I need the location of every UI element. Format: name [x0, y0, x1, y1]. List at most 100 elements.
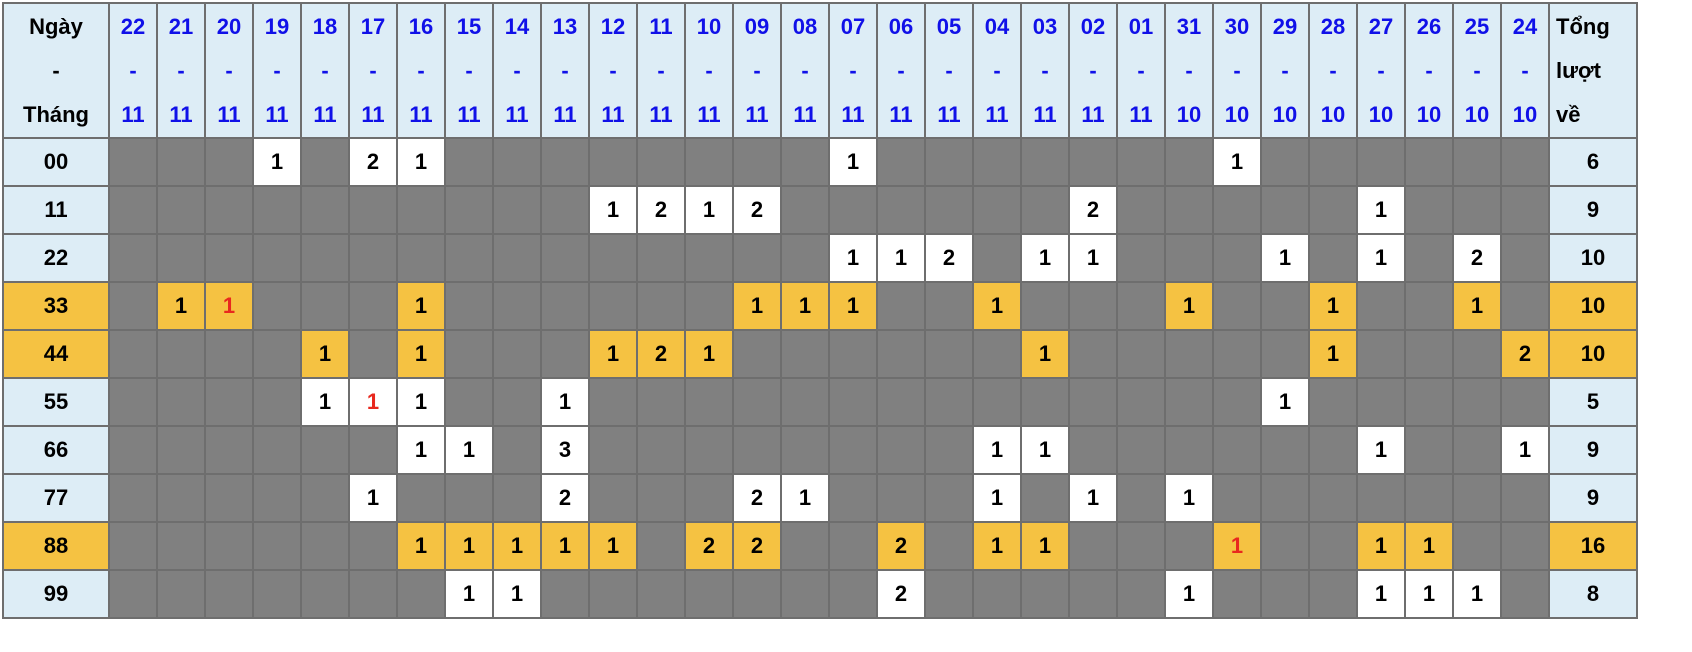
- empty-cell: [684, 377, 734, 427]
- empty-cell: [876, 137, 926, 187]
- row-number-label: 22: [2, 233, 110, 283]
- hit-count-cell: 1: [1164, 281, 1214, 331]
- header-date: 10 - 11: [684, 2, 734, 139]
- empty-cell: [204, 521, 254, 571]
- date-month: 11: [1081, 101, 1105, 127]
- empty-cell: [108, 233, 158, 283]
- header-date: 11 - 11: [636, 2, 686, 139]
- empty-cell: [1116, 233, 1166, 283]
- hit-count-cell: 1: [540, 521, 590, 571]
- frequency-table: Ngày - Tháng 22-11 21-11 20-11 19-11 18-11 17-11…: [2, 2, 1638, 619]
- header-date: 19 - 11: [252, 2, 302, 139]
- date-day: 26: [1416, 13, 1442, 39]
- header-date: 12 - 11: [588, 2, 638, 139]
- empty-cell: [1212, 233, 1262, 283]
- empty-cell: [204, 329, 254, 379]
- empty-cell: [876, 377, 926, 427]
- empty-cell: [492, 281, 542, 331]
- hit-count-cell: 1: [396, 521, 446, 571]
- empty-cell: [108, 329, 158, 379]
- date-separator: -: [465, 57, 473, 83]
- date-day: 31: [1176, 13, 1202, 39]
- empty-cell: [204, 569, 254, 619]
- empty-cell: [1116, 473, 1166, 523]
- empty-cell: [1020, 377, 1070, 427]
- empty-cell: [1452, 473, 1502, 523]
- header-total-label: Tổng lượt về: [1548, 2, 1638, 139]
- empty-cell: [972, 329, 1022, 379]
- date-separator: -: [1521, 57, 1529, 83]
- empty-cell: [1308, 377, 1358, 427]
- empty-cell: [108, 569, 158, 619]
- empty-cell: [636, 473, 686, 523]
- header-row: Ngày - Tháng 22-11 21-11 20-11 19-11 18-11 17-11…: [2, 2, 1638, 139]
- empty-cell: [636, 377, 686, 427]
- empty-cell: [108, 473, 158, 523]
- empty-cell: [1404, 185, 1454, 235]
- empty-cell: [108, 377, 158, 427]
- hit-count-cell: 1: [540, 377, 590, 427]
- header-date: 28 - 10: [1308, 2, 1358, 139]
- empty-cell: [1260, 521, 1310, 571]
- header-date: 01 - 11: [1116, 2, 1166, 139]
- empty-cell: [1260, 473, 1310, 523]
- empty-cell: [636, 281, 686, 331]
- empty-cell: [924, 473, 974, 523]
- header-line: Ngày: [29, 13, 83, 39]
- empty-cell: [1068, 137, 1118, 187]
- date-separator: -: [609, 57, 617, 83]
- header-date: 25 - 10: [1452, 2, 1502, 139]
- empty-cell: [828, 569, 878, 619]
- date-day: 28: [1320, 13, 1346, 39]
- empty-cell: [204, 425, 254, 475]
- empty-cell: [156, 425, 206, 475]
- hit-count-cell: 1: [1212, 521, 1262, 571]
- hit-count-cell: 1: [684, 329, 734, 379]
- row-number-label: 33: [2, 281, 110, 331]
- hit-count-cell: 1: [828, 137, 878, 187]
- empty-cell: [1260, 329, 1310, 379]
- empty-cell: [1308, 137, 1358, 187]
- empty-cell: [204, 137, 254, 187]
- date-separator: -: [1041, 57, 1049, 83]
- hit-count-cell: 1: [972, 521, 1022, 571]
- empty-cell: [732, 569, 782, 619]
- hit-count-cell: 1: [1452, 569, 1502, 619]
- empty-cell: [1020, 473, 1070, 523]
- hit-count-cell: 1: [972, 425, 1022, 475]
- date-month: 11: [889, 101, 913, 127]
- date-day: 10: [696, 13, 722, 39]
- empty-cell: [1308, 233, 1358, 283]
- hit-count-cell: 1: [1260, 233, 1310, 283]
- table-row: 66 1 1 3 1 1 1 1 9: [2, 425, 1638, 475]
- hit-count-cell: 1: [1500, 425, 1550, 475]
- header-date: 29 - 10: [1260, 2, 1310, 139]
- hit-count-cell: 1: [1308, 329, 1358, 379]
- empty-cell: [156, 521, 206, 571]
- empty-cell: [252, 281, 302, 331]
- table-row: 11 1 2 1 2 2 1 9: [2, 185, 1638, 235]
- empty-cell: [636, 425, 686, 475]
- hit-count-cell: 1: [444, 521, 494, 571]
- header-date: 09 - 11: [732, 2, 782, 139]
- empty-cell: [732, 329, 782, 379]
- hit-count-cell: 2: [1452, 233, 1502, 283]
- hit-count-cell: 1: [780, 473, 830, 523]
- empty-cell: [1308, 185, 1358, 235]
- date-month: 11: [217, 101, 241, 127]
- empty-cell: [492, 377, 542, 427]
- date-day: 27: [1368, 13, 1394, 39]
- header-date: 21 - 11: [156, 2, 206, 139]
- empty-cell: [1308, 569, 1358, 619]
- empty-cell: [492, 185, 542, 235]
- header-date: 08 - 11: [780, 2, 830, 139]
- hit-count-cell: 1: [732, 281, 782, 331]
- header-date: 06 - 11: [876, 2, 926, 139]
- date-separator: -: [1233, 57, 1241, 83]
- date-day: 05: [936, 13, 962, 39]
- empty-cell: [1164, 137, 1214, 187]
- empty-cell: [204, 377, 254, 427]
- header-date: 14 - 11: [492, 2, 542, 139]
- empty-cell: [828, 329, 878, 379]
- empty-cell: [156, 137, 206, 187]
